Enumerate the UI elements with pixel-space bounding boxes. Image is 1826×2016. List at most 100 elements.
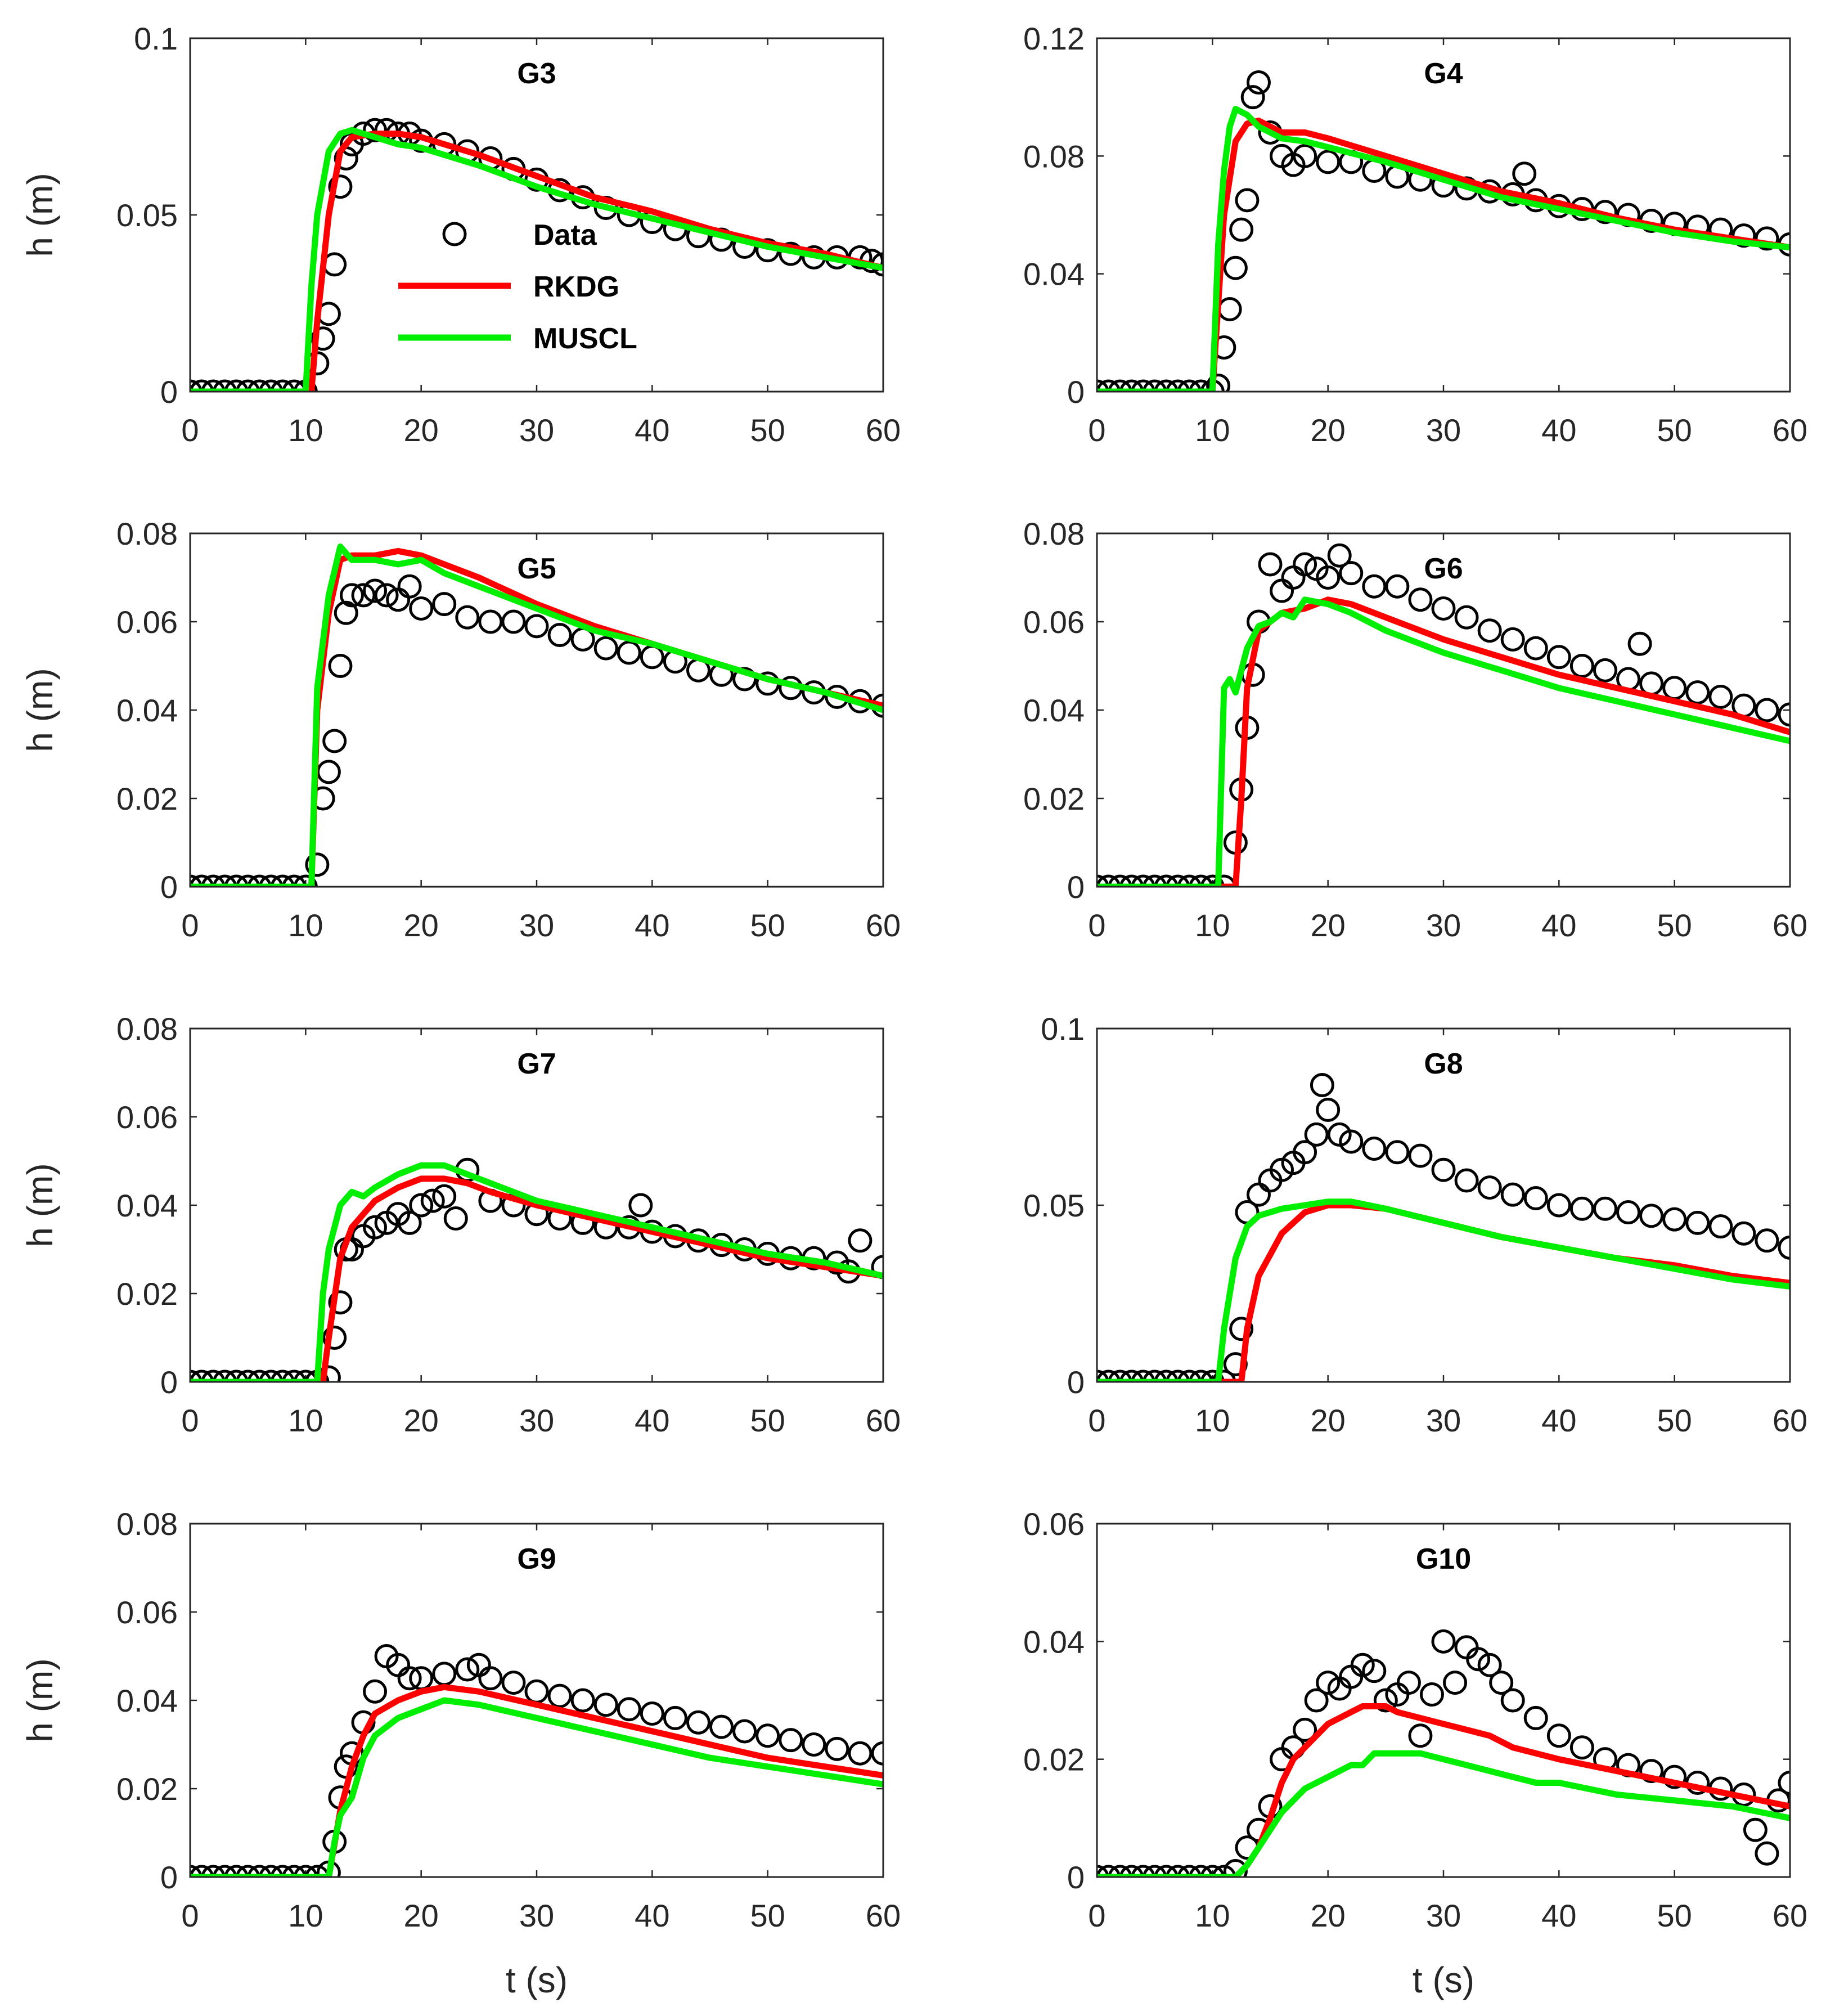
data-point	[236, 1370, 260, 1382]
data-point	[1304, 1122, 1329, 1147]
data-point	[501, 609, 526, 634]
panel-title: G3	[517, 57, 556, 90]
y-tick-label: 0.04	[116, 1683, 178, 1718]
data-point	[420, 1188, 445, 1213]
data-point	[282, 1370, 307, 1382]
plot-area	[1097, 533, 1790, 887]
data-point	[848, 1741, 872, 1766]
x-axis-label: t (s)	[506, 1960, 568, 2000]
data-point	[351, 583, 376, 608]
x-tick-label: 30	[1426, 412, 1461, 448]
data-point	[1200, 1370, 1225, 1382]
data-point	[1240, 85, 1265, 110]
x-tick-label: 20	[404, 412, 439, 448]
x-tick-label: 50	[750, 412, 785, 448]
x-tick-label: 40	[635, 908, 669, 943]
data-point	[455, 1657, 480, 1682]
data-point	[871, 1741, 883, 1766]
data-point	[1373, 1688, 1398, 1713]
y-axis-label: h (m)	[20, 668, 60, 752]
x-tick-label: 20	[404, 908, 439, 943]
x-tick-label: 10	[1195, 1898, 1230, 1933]
series-line-muscl	[190, 1697, 883, 1877]
plot-frame	[189, 1027, 884, 1383]
data-point	[1166, 1370, 1190, 1382]
panel-title: G4	[1424, 57, 1463, 90]
panel-g3: 0 10 20 30 40 50 60 0 0.05 0.1 G3 h (m) Data RKDG MUSC…	[20, 21, 901, 448]
panel-g8: 0 10 20 30 40 50 60 0 0.05 0.1 G8	[1023, 1011, 1807, 1438]
data-point	[1143, 379, 1167, 392]
series-line-muscl	[1097, 596, 1790, 887]
data-point	[1293, 143, 1317, 168]
y-tick-label: 0.06	[1023, 1506, 1085, 1542]
data-point	[397, 574, 422, 599]
x-tick-label: 50	[1657, 1403, 1692, 1438]
data-point	[305, 852, 330, 877]
data-point	[1108, 874, 1132, 887]
data-point	[213, 1865, 237, 1877]
data-point	[305, 1865, 330, 1877]
panel-title: G9	[517, 1543, 556, 1575]
data-point	[1778, 1771, 1790, 1795]
data-point	[1177, 1370, 1202, 1382]
data-point	[1385, 1140, 1410, 1165]
plot-frame	[1096, 1027, 1791, 1383]
data-point	[409, 596, 434, 621]
x-tick-label: 20	[404, 1898, 439, 1933]
x-tick-label: 40	[635, 1403, 669, 1438]
y-tick-label: 0.02	[1023, 781, 1085, 816]
panel-title: G5	[517, 553, 556, 585]
y-tick-label: 0.05	[1023, 1188, 1085, 1223]
x-tick-label: 20	[1311, 1898, 1346, 1933]
data-point	[755, 1723, 780, 1748]
data-point	[1327, 543, 1352, 568]
plot-frame	[189, 1523, 884, 1878]
x-tick-label: 50	[750, 1403, 785, 1438]
data-point	[1293, 552, 1317, 577]
series-line-rkdg	[190, 1683, 883, 1877]
x-tick-label: 10	[288, 908, 323, 943]
x-tick-label: 0	[1088, 412, 1105, 448]
data-point	[1131, 379, 1155, 392]
data-point	[1546, 1723, 1571, 1748]
data-point	[213, 874, 237, 887]
x-tick-label: 40	[635, 412, 669, 448]
x-tick-label: 0	[181, 908, 199, 943]
data-point	[1258, 552, 1283, 577]
y-tick-label: 0.04	[1023, 693, 1085, 728]
data-point	[501, 1671, 526, 1695]
plot-area	[1097, 1029, 1790, 1382]
data-point	[236, 1865, 260, 1877]
data-point	[1200, 1865, 1225, 1877]
data-point	[1350, 1653, 1375, 1677]
data-point	[1154, 379, 1179, 392]
series-line-muscl	[190, 1162, 883, 1382]
y-tick-label: 0.1	[1041, 1011, 1085, 1047]
series-line-muscl	[1097, 1198, 1790, 1382]
data-point	[1362, 574, 1387, 599]
data-point	[1154, 1370, 1179, 1382]
series-line-rkdg	[190, 131, 883, 392]
x-tick-label: 0	[181, 412, 199, 448]
panel-g6: 0 10 20 30 40 50 60 0 0.02 0.04 0.06 0.08 G6	[1023, 516, 1807, 943]
y-tick-label: 0.08	[116, 1506, 178, 1542]
data-point	[1189, 1370, 1213, 1382]
data-point	[432, 592, 457, 617]
y-tick-label: 0.06	[116, 604, 178, 640]
data-point	[1569, 654, 1594, 678]
data-point	[1131, 874, 1155, 887]
plot-frame	[1096, 37, 1791, 393]
data-point	[259, 1370, 284, 1382]
x-tick-label: 0	[181, 1403, 199, 1438]
data-markers	[1097, 1629, 1790, 1877]
data-point	[1662, 1764, 1687, 1789]
y-axis-label: h (m)	[20, 1163, 60, 1247]
data-point	[443, 1206, 468, 1231]
data-point	[1443, 1671, 1468, 1695]
panel-g4: 0 10 20 30 40 50 60 0 0.04 0.08 0.12 G4	[1023, 21, 1807, 448]
x-tick-label: 50	[750, 908, 785, 943]
data-point	[478, 609, 503, 634]
y-tick-label: 0.12	[1023, 21, 1085, 56]
data-point	[1708, 684, 1733, 709]
y-tick-label: 0	[1067, 1860, 1085, 1895]
